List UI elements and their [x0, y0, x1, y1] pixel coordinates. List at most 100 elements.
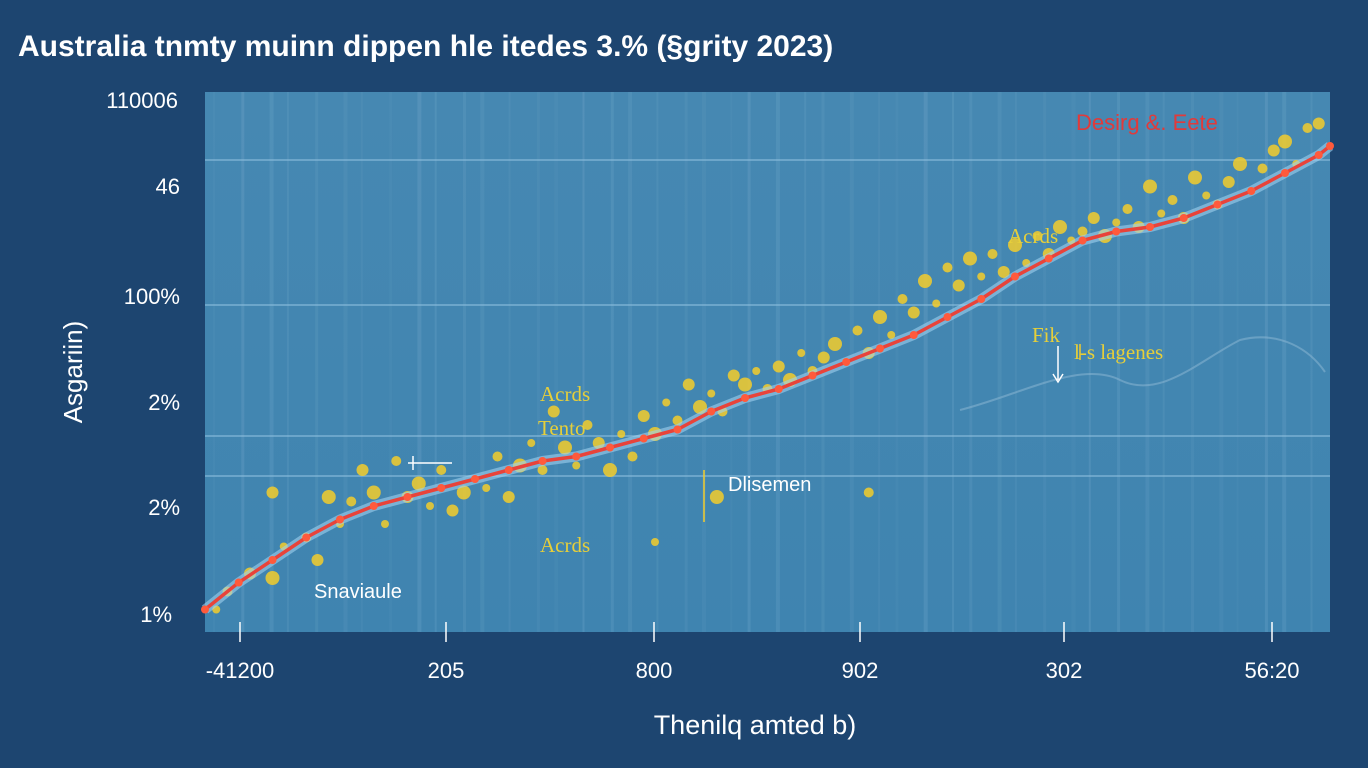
trend-point [1180, 214, 1188, 222]
grid-streak [417, 92, 421, 632]
scatter-point [1268, 145, 1280, 157]
scatter-point [381, 520, 389, 528]
trend-point [1315, 151, 1323, 159]
trend-point [201, 606, 209, 614]
y-tick-label: 2% [148, 390, 180, 415]
scatter-point [357, 464, 369, 476]
grid-streak [1237, 92, 1239, 632]
grid-streak [628, 92, 632, 632]
grid-streak [1015, 92, 1017, 632]
trend-point [977, 295, 985, 303]
trend-point [302, 534, 310, 542]
grid-streak [1311, 92, 1313, 632]
trend-point [1045, 255, 1053, 263]
chart-title: Australia tnmty muinn dippen hle itedes … [18, 30, 833, 63]
scatter-point [738, 378, 752, 392]
grid-streak [924, 92, 928, 632]
grid-streak [344, 92, 348, 632]
scatter-point [482, 484, 490, 492]
scatter-point [1278, 135, 1292, 149]
trend-point [1247, 187, 1255, 195]
y-tick-label: 46 [156, 174, 180, 199]
annotation-label: Acrds [1008, 224, 1058, 248]
scatter-point [1088, 212, 1100, 224]
scatter-point [1123, 204, 1133, 214]
scatter-point [710, 490, 724, 504]
trend-point [944, 313, 952, 321]
trend-point [1011, 273, 1019, 281]
grid-streak [952, 92, 954, 632]
annotation-label: l-s lagenes [1074, 340, 1163, 364]
scatter-point [797, 349, 805, 357]
trend-point [674, 426, 682, 434]
y-tick-label: 2% [148, 495, 180, 520]
scatter-point [266, 571, 280, 585]
y-tick-label: 100% [124, 284, 180, 309]
scatter-point [267, 487, 279, 499]
trend-point [235, 579, 243, 587]
annotation-label: Tento [538, 416, 586, 440]
x-tick-label: 902 [842, 658, 879, 683]
grid-streak [315, 92, 318, 632]
trend-point [1281, 169, 1289, 177]
trend-point [1079, 237, 1087, 245]
scatter-point [828, 337, 842, 351]
trend-point [572, 453, 580, 461]
annotation-label: Snaviaule [314, 581, 402, 603]
grid-streak [361, 92, 363, 632]
x-tick-label: 302 [1046, 658, 1083, 683]
scatter-point [367, 486, 381, 500]
trend-point [539, 457, 547, 465]
scatter-point [1143, 180, 1157, 194]
trend-point [269, 556, 277, 564]
scatter-point [1168, 195, 1178, 205]
chart-canvas: Australia tnmty muinn dippen hle itedes … [0, 0, 1368, 768]
x-axis-label: Thenilq amted b) [654, 710, 857, 740]
y-tick-label: 1% [140, 602, 172, 627]
scatter-point [628, 452, 638, 462]
scatter-point [1313, 118, 1325, 130]
grid-streak [270, 92, 274, 632]
scatter-point [1157, 210, 1165, 218]
scatter-point [322, 490, 336, 504]
grid-streak [878, 92, 880, 632]
trend-point [842, 358, 850, 366]
scatter-point [977, 273, 985, 281]
grid-streak [748, 92, 751, 632]
scatter-point [1233, 157, 1247, 171]
scatter-point [864, 488, 874, 498]
grid-streak [685, 92, 688, 632]
scatter-point [617, 430, 625, 438]
x-tick-label: 56:20 [1244, 658, 1299, 683]
trend-point [606, 444, 614, 452]
trend-point [775, 385, 783, 393]
grid-streak [480, 92, 484, 632]
x-tick-label: 800 [636, 658, 673, 683]
grid-streak [1219, 92, 1223, 632]
scatter-point [493, 452, 503, 462]
grid-streak [969, 92, 972, 632]
trend-point [336, 516, 344, 524]
scatter-point [1202, 192, 1210, 200]
scatter-point [1303, 123, 1313, 133]
grid-streak [702, 92, 706, 632]
scatter-point [436, 465, 446, 475]
annotation-label: Desirg &. Eete [1076, 110, 1218, 135]
scatter-point [752, 367, 760, 375]
scatter-point [572, 462, 580, 470]
scatter-point [312, 554, 324, 566]
trend-point [1146, 223, 1154, 231]
scatter-point [1223, 176, 1235, 188]
grid-streak [1265, 92, 1268, 632]
trend-point [741, 394, 749, 402]
grid-streak [213, 92, 215, 632]
scatter-point [728, 370, 740, 382]
trend-point [471, 475, 479, 483]
scatter-point [503, 491, 515, 503]
grid-streak [509, 92, 511, 632]
trend-point [809, 372, 817, 380]
x-tick-label: 205 [428, 658, 465, 683]
scatter-point [651, 538, 659, 546]
trend-point [910, 331, 918, 339]
grid-streak [389, 92, 392, 632]
